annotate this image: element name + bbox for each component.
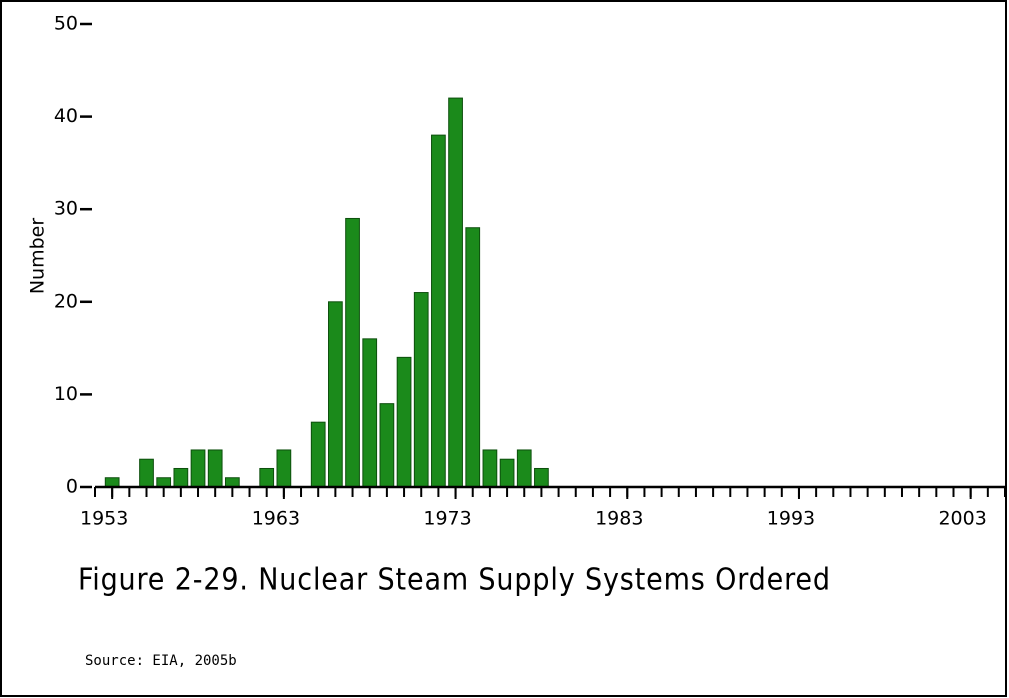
bar bbox=[465, 227, 481, 488]
bar bbox=[534, 467, 549, 488]
y-tick-label: 20 bbox=[54, 290, 78, 312]
x-tick-label: 1963 bbox=[252, 508, 300, 530]
x-tick-label: 1993 bbox=[767, 508, 815, 530]
bar bbox=[482, 449, 498, 488]
bar bbox=[190, 449, 206, 488]
bar bbox=[345, 217, 360, 488]
bar bbox=[396, 356, 412, 488]
y-tick-label: 50 bbox=[54, 13, 78, 35]
bar bbox=[104, 477, 120, 488]
bar bbox=[173, 467, 189, 488]
bar bbox=[207, 449, 223, 488]
bar bbox=[259, 467, 275, 488]
x-tick-label: 1983 bbox=[595, 508, 643, 530]
bar bbox=[499, 458, 515, 488]
bar bbox=[224, 477, 240, 488]
y-tick-label: 30 bbox=[54, 198, 78, 220]
bar bbox=[276, 449, 292, 488]
y-tick-label: 0 bbox=[66, 476, 78, 498]
x-tick-label: 1973 bbox=[423, 508, 471, 530]
chart-title: Figure 2-29. Nuclear Steam Supply System… bbox=[78, 563, 830, 598]
bar bbox=[310, 421, 326, 488]
bar bbox=[379, 403, 395, 488]
bar bbox=[431, 134, 446, 488]
y-tick-label: 10 bbox=[54, 383, 78, 405]
source: Source: EIA, 2005b bbox=[85, 653, 237, 669]
y-tick-label: 40 bbox=[54, 105, 78, 127]
bar bbox=[448, 97, 463, 488]
bar bbox=[516, 449, 532, 488]
bar bbox=[362, 338, 378, 488]
bar bbox=[139, 458, 154, 488]
bar bbox=[156, 477, 172, 488]
bar bbox=[413, 292, 429, 488]
x-tick-label: 1953 bbox=[80, 508, 128, 530]
bar bbox=[328, 301, 343, 488]
x-tick-label: 2003 bbox=[938, 508, 986, 530]
y-axis-label: Number bbox=[27, 218, 49, 295]
